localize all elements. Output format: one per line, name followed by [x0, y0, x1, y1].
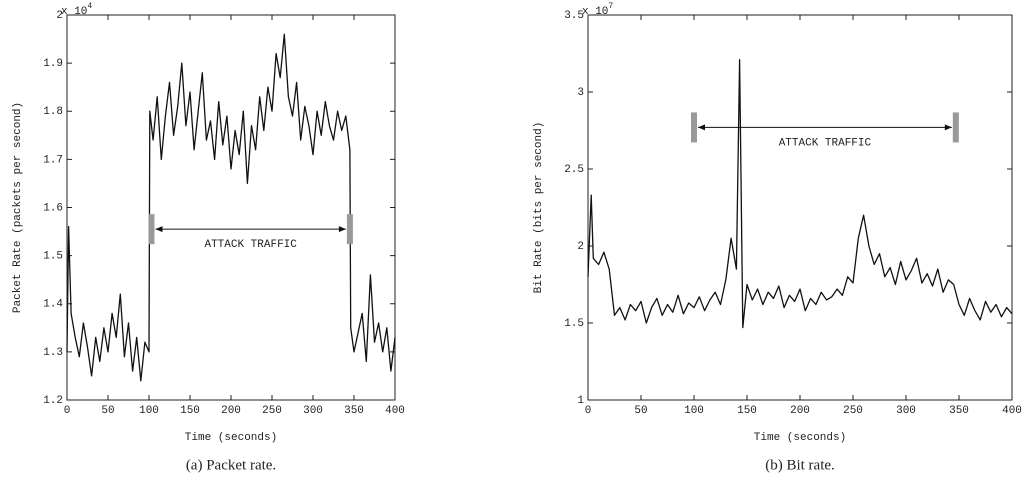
arrow-head [944, 124, 952, 131]
attack-marker [691, 112, 697, 143]
attack-marker [346, 214, 353, 245]
x-tick-label: 250 [262, 405, 282, 417]
caption: (a) Packet rate. [186, 457, 276, 473]
attack-marker [952, 112, 959, 143]
y-tick-label: 1.5 [43, 251, 63, 263]
caption: (b) Bit rate. [765, 457, 835, 473]
y-multiplier: x 104 [61, 2, 92, 18]
x-tick-label: 350 [344, 405, 364, 417]
attack-marker [148, 214, 155, 245]
y-tick-label: 3 [577, 87, 584, 99]
x-tick-label: 50 [634, 405, 647, 417]
y-axis-label: Packet Rate (packets per second) [12, 102, 24, 313]
x-tick-label: 350 [949, 405, 969, 417]
x-tick-label: 300 [896, 405, 916, 417]
data-line [66, 33, 396, 382]
plot-frame [66, 14, 396, 401]
arrow-head [698, 124, 705, 131]
x-tick-label: 150 [180, 405, 200, 417]
data-line [587, 59, 1013, 329]
y-tick-label: 1 [577, 395, 584, 407]
arrow-head [155, 226, 163, 233]
y-tick-label: 2 [56, 10, 63, 22]
x-tick-label: 400 [1002, 405, 1022, 417]
y-multiplier-exponent: 7 [608, 2, 613, 11]
y-tick-label: 2 [577, 241, 584, 253]
y-tick-label: 1.6 [43, 202, 63, 214]
y-tick-label: 1.4 [43, 299, 63, 311]
plot-frame [587, 14, 1013, 401]
x-tick-label: 100 [139, 405, 159, 417]
y-tick-label: 1.8 [43, 106, 63, 118]
y-tick-label: 1.9 [43, 58, 63, 70]
y-tick-label: 1.5 [564, 318, 584, 330]
x-axis-label: Time (seconds) [754, 432, 846, 444]
y-multiplier-exponent: 4 [87, 2, 92, 11]
x-tick-label: 150 [737, 405, 757, 417]
x-tick-label: 200 [221, 405, 241, 417]
arrow-head [338, 226, 346, 233]
annotation-text: ATTACK TRAFFIC [204, 239, 297, 251]
x-tick-label: 250 [843, 405, 863, 417]
x-axis-label: Time (seconds) [185, 432, 277, 444]
y-tick-label: 1.2 [43, 395, 63, 407]
y-multiplier: x 107 [582, 2, 613, 18]
y-multiplier-base: x 10 [61, 6, 87, 18]
y-tick-label: 1.7 [43, 154, 63, 166]
y-tick-label: 3.5 [564, 10, 584, 22]
annotation-text: ATTACK TRAFFIC [779, 137, 872, 149]
x-tick-label: 200 [790, 405, 810, 417]
y-multiplier-base: x 10 [582, 6, 608, 18]
y-tick-label: 2.5 [564, 164, 584, 176]
x-tick-label: 0 [585, 405, 592, 417]
x-tick-label: 0 [64, 405, 71, 417]
x-tick-label: 400 [385, 405, 405, 417]
x-tick-label: 100 [684, 405, 704, 417]
y-axis-label: Bit Rate (bits per second) [533, 122, 545, 294]
x-tick-label: 300 [303, 405, 323, 417]
y-tick-label: 1.3 [43, 347, 63, 359]
x-tick-label: 50 [101, 405, 114, 417]
